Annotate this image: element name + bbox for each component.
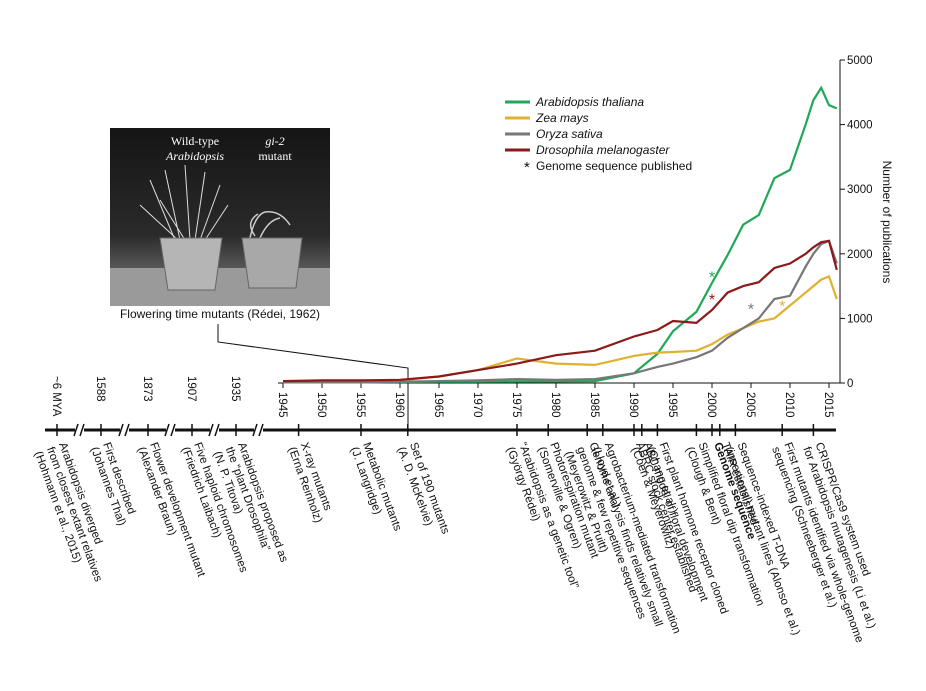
pot-wild-type: [159, 237, 223, 291]
x-tick-label: 1980: [549, 392, 561, 418]
y-tick-label: 1000: [847, 313, 873, 325]
early-date: ~6 MYA: [50, 376, 62, 417]
photo: Wild-type Arabidopsis gi-2 mutant Flower…: [110, 128, 409, 426]
axis-break: [164, 423, 170, 437]
series-line: [283, 239, 838, 384]
y-axis-label: Number of publications: [880, 161, 894, 284]
x-tick-label: 2000: [705, 392, 717, 418]
y-tick-label: 4000: [847, 120, 873, 132]
legend-label: Oryza sativa: [536, 127, 603, 141]
plant-mutant: [249, 211, 291, 239]
axis-break-gap: [120, 426, 129, 434]
x-tick-label: 1950: [315, 392, 327, 418]
genome-marker: *: [709, 292, 715, 309]
plant-wild-type: [139, 164, 229, 241]
series-line: [283, 274, 838, 383]
event-text: X-ray mutants(Erna Reinholz): [286, 441, 337, 525]
event-text: First described(Johannes Thal): [88, 441, 140, 528]
x-tick-label: 1955: [354, 392, 366, 418]
x-tick-label: 1970: [471, 392, 483, 418]
axis-break-gap: [210, 426, 219, 434]
genome-marker: *: [709, 269, 715, 286]
genome-marker: *: [779, 298, 785, 315]
photo-label: gi-2: [265, 134, 284, 148]
x-tick-label: 1960: [393, 392, 405, 418]
event-text: Metabolic mutants(J. Langridge): [348, 441, 403, 537]
legend-label: Zea mays: [535, 111, 589, 125]
axis-break: [170, 423, 176, 437]
photo-caption: Flowering time mutants (Rédei, 1962): [120, 307, 320, 321]
x-tick-label: 1965: [432, 392, 444, 418]
early-date: 1935: [229, 376, 241, 402]
axis-break: [208, 423, 214, 437]
x-tick-label: 2015: [822, 392, 834, 418]
axis-break: [258, 423, 264, 437]
x-tick-label: 2005: [744, 392, 756, 418]
x-tick-label: 1985: [588, 392, 600, 418]
series-line: [282, 239, 838, 383]
early-date: 1873: [141, 376, 153, 402]
y-tick-label: 3000: [847, 184, 873, 196]
legend-label: Drosophila melanogaster: [536, 143, 670, 157]
y-tick-label: 0: [847, 378, 853, 390]
photo-label: mutant: [258, 149, 292, 163]
axis-break: [252, 423, 258, 437]
photo-leader: [217, 324, 409, 426]
y-tick-label: 2000: [847, 249, 873, 261]
early-date: 1588: [94, 376, 106, 402]
y-tick-label: 5000: [847, 55, 873, 67]
genome-marker: *: [748, 302, 754, 319]
x-tick-label: 1990: [627, 392, 639, 418]
x-tick-label: 1995: [666, 392, 678, 418]
legend-label: Arabidopsis thaliana: [535, 95, 644, 109]
axis-break: [214, 423, 220, 437]
photo-label: Arabidopsis: [165, 149, 224, 163]
early-date: 1907: [185, 376, 197, 402]
axis-break: [124, 423, 130, 437]
pot-mutant: [241, 237, 303, 289]
axis-break: [73, 423, 79, 437]
x-tick-label: 2010: [783, 392, 795, 418]
axis-break-gap: [75, 426, 84, 434]
photo-label: Wild-type: [171, 134, 219, 148]
axis-break: [79, 423, 85, 437]
axis-break: [118, 423, 124, 437]
x-tick-label: 1975: [510, 392, 522, 418]
legend-marker: *: [524, 159, 530, 176]
legend-label: Genome sequence published: [536, 159, 692, 173]
axis-break-gap: [166, 426, 175, 434]
axis-break-gap: [254, 426, 263, 434]
x-tick-label: 1945: [276, 392, 288, 418]
